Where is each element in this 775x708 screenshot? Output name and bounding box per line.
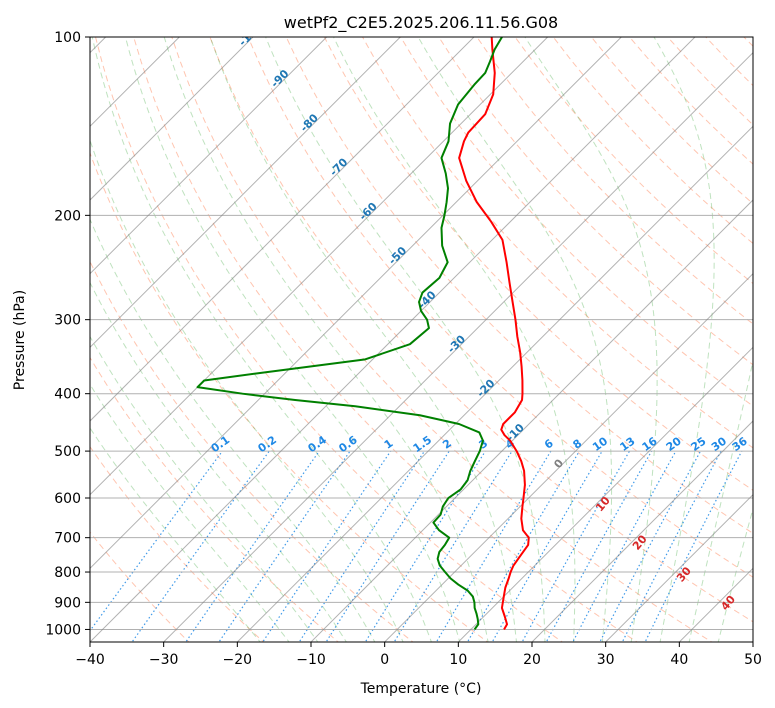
dry-adiabat-line: [247, 37, 753, 578]
isotherm-gridline: [90, 37, 622, 570]
y-tick-label: 800: [54, 565, 81, 581]
y-tick-label: 400: [54, 387, 81, 403]
mixing-ratio-line: [90, 450, 223, 632]
moist-adiabat-line: [90, 218, 376, 642]
temperature-trace: [458, 37, 530, 630]
dry-adiabat-line: [362, 37, 753, 449]
mixing-ratio-line: [621, 450, 722, 642]
isotherm-gridline: [90, 37, 475, 422]
mixing-ratio-line: [185, 450, 320, 642]
plot-frame: [89, 36, 754, 643]
isotherm-gridline: [457, 346, 753, 642]
y-axis-ticks: 1000 900 800 700 600 500 400 300 200 100: [45, 30, 90, 638]
isotherm-gridline: [163, 51, 753, 642]
y-tick-label: 600: [54, 491, 81, 507]
dry-adiabat-line: [476, 37, 753, 325]
dewpoint-trace: [196, 37, 503, 631]
mixing-ratio-line: [325, 450, 450, 642]
isotherm-gridline: [90, 37, 328, 275]
mixing-ratio-line: [218, 450, 351, 642]
y-tick-label: 300: [54, 313, 81, 329]
mixing-ratio-line: [262, 450, 392, 642]
isotherm-gridline: [605, 493, 753, 642]
isotherm-label: -100: [236, 20, 265, 49]
y-tick-label: 100: [54, 30, 81, 46]
plot-area: -100-90-80-70-60-50-40-30-20-10 0.10.20.…: [90, 20, 753, 642]
x-tick-label: 40: [670, 652, 688, 668]
dry-adiabat-line: [438, 37, 753, 366]
x-axis-ticks: −40 −30 −20 −10 0 10 20 30 40 50: [75, 642, 762, 668]
isotherm-gridline: [531, 420, 753, 642]
x-axis-title: Temperature (°C): [360, 681, 482, 697]
x-tick-label: −40: [75, 652, 105, 668]
isotherm-gridline: [90, 37, 696, 642]
y-tick-label: 900: [54, 595, 81, 611]
x-tick-label: 30: [597, 652, 615, 668]
mixing-ratio-line: [572, 450, 677, 642]
isotherm-gridline: [90, 37, 401, 349]
isobar-gridlines: [90, 37, 753, 630]
x-tick-label: −10: [296, 652, 326, 668]
mixing-ratio-line: [298, 450, 425, 642]
x-tick-label: −20: [223, 652, 253, 668]
chart-title: wetPf2_C2E5.2025.206.11.56.G08: [284, 13, 558, 33]
mixing-ratio-line: [466, 450, 580, 642]
x-tick-label: 50: [744, 652, 762, 668]
mixing-ratio-line: [599, 450, 702, 642]
dry-adiabat-line: [90, 260, 414, 642]
dry-adiabat-line: [285, 37, 753, 534]
isotherm-gridline: [236, 125, 753, 642]
dry-adiabat-line: [400, 37, 753, 407]
y-tick-label: 1000: [45, 622, 81, 638]
y-tick-label: 700: [54, 531, 81, 547]
isotherm-gridline: [384, 272, 753, 642]
isotherm-gridline: [310, 199, 753, 642]
x-tick-label: −30: [149, 652, 179, 668]
mixing-ratio-line: [131, 450, 270, 642]
x-tick-label: 0: [380, 652, 389, 668]
dry-adiabat-line: [514, 37, 753, 285]
y-tick-label: 200: [54, 208, 81, 224]
y-axis-title: Pressure (hPa): [12, 290, 28, 390]
x-tick-label: 10: [449, 652, 467, 668]
sounding-traces: [196, 37, 530, 631]
isotherm-gridline: [90, 37, 254, 201]
isotherm-gridline: [90, 37, 549, 496]
isotherm-gridlines: [90, 37, 753, 642]
y-tick-label: 500: [54, 444, 81, 460]
x-tick-label: 20: [523, 652, 541, 668]
dry-adiabat-line: [323, 37, 753, 491]
